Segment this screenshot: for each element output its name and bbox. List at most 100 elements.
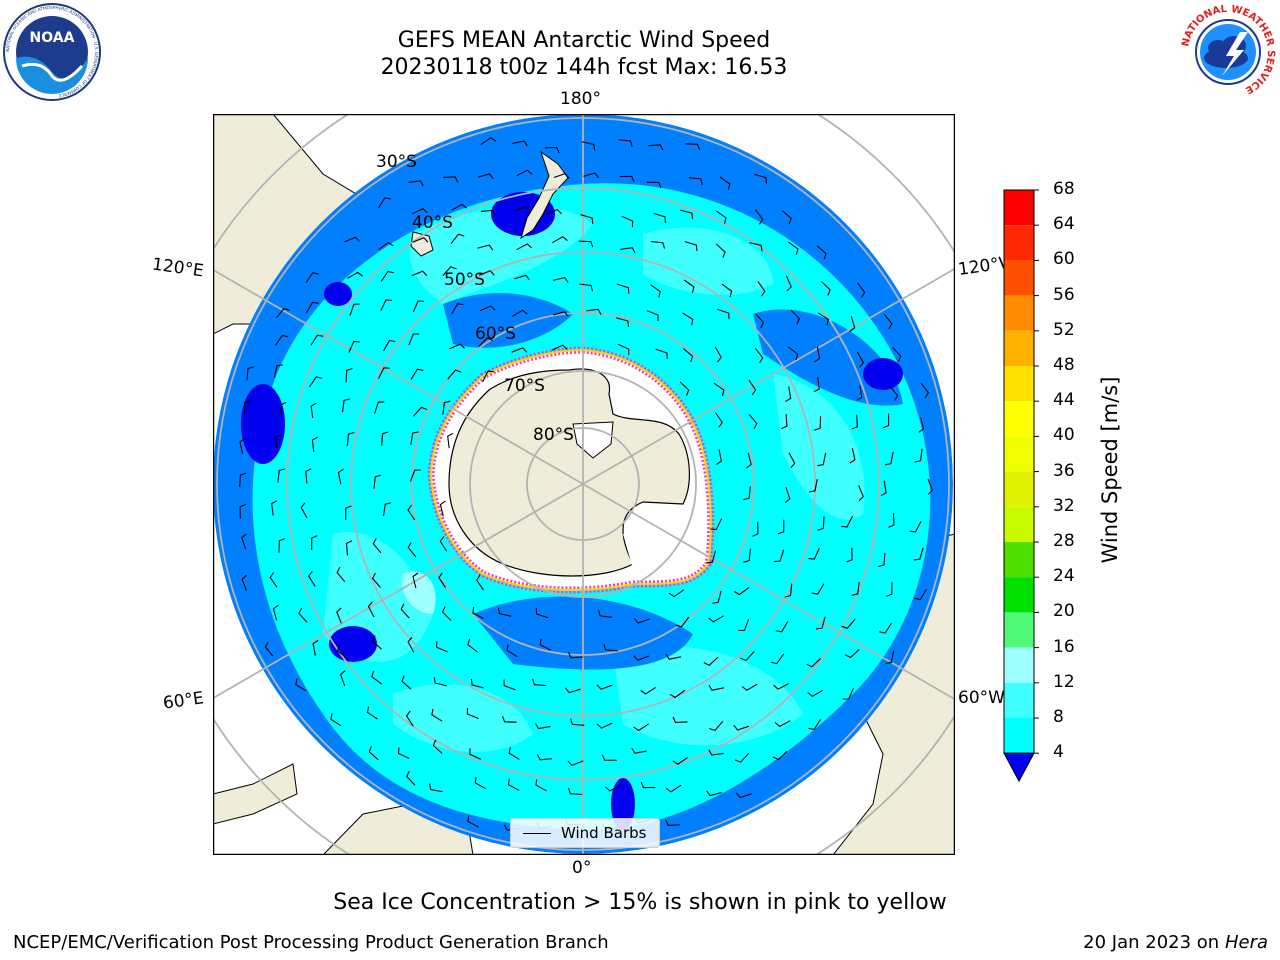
wind-barb	[477, 173, 494, 179]
wind-barb	[436, 641, 448, 653]
wind-barb	[884, 451, 894, 466]
wind-barb	[920, 382, 929, 399]
wind-barb	[397, 747, 410, 759]
wind-barb	[447, 369, 462, 380]
colorbar-tick-label: 16	[1053, 636, 1075, 657]
wind-barb	[308, 570, 316, 587]
wind-barb	[713, 382, 725, 397]
colorbar-cell	[1004, 436, 1034, 472]
wind-barb	[721, 283, 733, 298]
wind-barb	[775, 621, 789, 633]
wind-barb	[478, 337, 493, 347]
lon-label-120e: 120°E	[150, 254, 205, 282]
colorbar-cell	[1004, 718, 1034, 754]
wind-barb	[373, 474, 382, 489]
wind-barb	[806, 658, 822, 668]
wind-barb	[586, 308, 602, 315]
wind-barb	[280, 401, 287, 418]
colorbar-under-arrow	[1003, 752, 1035, 783]
wind-barb	[734, 752, 750, 763]
wind-barb	[514, 274, 531, 281]
wind-barb	[913, 547, 924, 561]
wind-barb	[781, 414, 788, 430]
wind-barb	[306, 301, 319, 313]
wind-barb	[788, 452, 796, 469]
sea-ice-edge-yellow	[429, 348, 712, 591]
wind-barb	[668, 589, 685, 598]
wind-barb	[745, 452, 752, 469]
wind-barb	[581, 141, 596, 151]
wind-barb	[655, 348, 668, 360]
wind-barb	[878, 552, 886, 568]
wind-barb	[469, 748, 482, 760]
wind-barb	[784, 487, 791, 504]
wind-barb	[470, 678, 484, 689]
wind-barb	[616, 283, 630, 294]
wind-barb	[506, 644, 518, 658]
noaa-logo: NOAA NATIONAL OCEANIC AND ATMOSPHERIC AD…	[3, 3, 101, 101]
colorbar-tick-label: 20	[1053, 601, 1075, 622]
colorbar-tick-label: 68	[1053, 179, 1075, 199]
colorbar-cell	[1004, 260, 1034, 296]
wind-barb	[467, 638, 478, 653]
wind-barb	[748, 379, 757, 396]
wind-barb	[650, 240, 666, 249]
wind-barb	[305, 272, 319, 283]
wind-barb	[672, 716, 688, 723]
wind-barb	[411, 208, 428, 215]
wind-barb	[817, 312, 829, 326]
wind-barb	[367, 601, 375, 618]
wind-barb	[305, 468, 312, 484]
wind-barb	[277, 468, 286, 483]
colorbar-tick-label: 60	[1053, 249, 1075, 270]
wind-barb	[273, 364, 283, 378]
wind-barb	[781, 210, 792, 225]
wind-barb	[344, 236, 360, 243]
wind-barb	[889, 385, 899, 401]
colorbar-cell	[1004, 506, 1034, 542]
wind-barb	[708, 615, 724, 623]
wind-barb	[408, 333, 420, 346]
wind-barb	[552, 311, 569, 317]
wind-barb	[914, 448, 923, 463]
lon-label-180: 180°	[560, 89, 601, 109]
wind-barb	[310, 402, 317, 419]
wind-barb	[712, 590, 722, 604]
wind-barb	[347, 271, 363, 279]
wind-barb	[640, 686, 656, 695]
wind-barb	[738, 619, 750, 631]
wind-barb	[650, 284, 661, 298]
wind-barb	[298, 607, 308, 623]
wind-barb	[336, 644, 348, 659]
wind-barb	[683, 348, 694, 363]
wind-barb	[808, 547, 820, 560]
calm-zone-4	[863, 358, 903, 390]
wind-barb	[552, 276, 569, 283]
wind-barb	[448, 343, 465, 350]
wind-barb	[239, 472, 247, 488]
wind-barb	[512, 140, 528, 147]
colorbar-cell	[1004, 612, 1034, 648]
wind-barb	[770, 653, 785, 665]
colorbar-tick-label: 44	[1053, 390, 1075, 411]
colorbar-tick-label: 36	[1053, 460, 1075, 481]
wind-barb	[653, 212, 667, 223]
footer-producer: NCEP/EMC/Verification Post Processing Pr…	[13, 932, 609, 953]
lon-label-60w: 60°W	[958, 688, 1005, 708]
wind-barb	[544, 146, 560, 154]
legend-label: Wind Barbs	[561, 824, 647, 842]
wind-barb	[807, 689, 824, 697]
wind-barb	[773, 549, 785, 563]
wind-barb	[703, 656, 719, 666]
wind-barb	[596, 684, 613, 690]
wind-barb	[567, 787, 583, 796]
colorbar-cell	[1004, 225, 1034, 261]
wind-barb	[617, 343, 630, 356]
wind-barbs	[239, 137, 934, 831]
wind-barb	[405, 710, 414, 727]
wind-barb	[411, 270, 428, 277]
wind-barb	[579, 283, 594, 292]
wind-barb	[665, 819, 681, 826]
wind-barb	[564, 687, 581, 694]
wind-barb	[476, 574, 484, 591]
